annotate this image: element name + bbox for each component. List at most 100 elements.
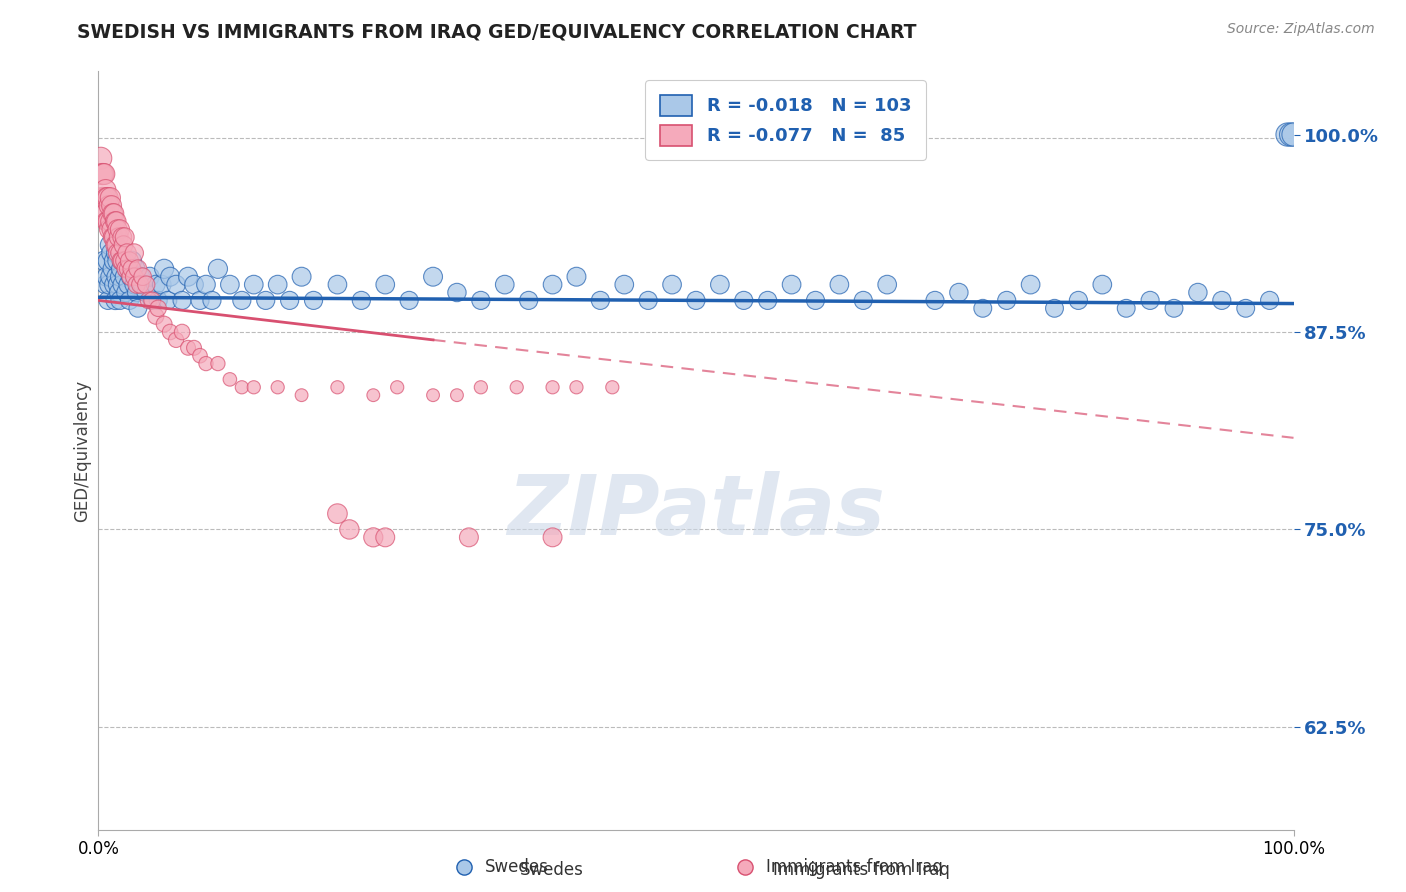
Point	[541, 277, 564, 292]
Legend: R = -0.018   N = 103, R = -0.077   N =  85: R = -0.018 N = 103, R = -0.077 N = 85	[645, 80, 925, 160]
Point	[94, 277, 117, 292]
Point	[94, 183, 117, 197]
Point	[97, 191, 120, 205]
Point	[100, 199, 122, 213]
Point	[96, 214, 118, 228]
Point	[948, 285, 970, 300]
Point	[124, 277, 146, 292]
Point	[91, 167, 114, 181]
Point	[120, 269, 142, 284]
Point	[1067, 293, 1090, 308]
Point	[93, 254, 115, 268]
Point	[302, 293, 325, 308]
Point	[177, 341, 200, 355]
Point	[470, 293, 492, 308]
Point	[97, 254, 120, 268]
Point	[291, 388, 314, 402]
Point	[1187, 285, 1209, 300]
Point	[165, 333, 187, 347]
Point	[145, 277, 167, 292]
Point	[363, 530, 385, 544]
Point	[172, 325, 194, 339]
Point	[125, 285, 148, 300]
Point	[1258, 293, 1281, 308]
Point	[613, 277, 636, 292]
Point	[103, 277, 125, 292]
Point	[1277, 128, 1299, 142]
Point	[115, 261, 138, 276]
Point	[804, 293, 827, 308]
Point	[101, 261, 124, 276]
Point	[97, 214, 120, 228]
Point	[153, 317, 176, 331]
Text: Immigrants from Iraq: Immigrants from Iraq	[766, 858, 943, 877]
Point	[110, 254, 132, 268]
Point	[207, 357, 229, 371]
Point	[1211, 293, 1233, 308]
Point	[107, 254, 129, 268]
Point	[105, 269, 128, 284]
Point	[117, 261, 139, 276]
Point	[326, 507, 349, 521]
Point	[506, 380, 529, 394]
Point	[101, 206, 124, 220]
Point	[188, 293, 211, 308]
Point	[125, 277, 148, 292]
Point	[96, 269, 118, 284]
Point	[172, 293, 194, 308]
Point	[108, 269, 131, 284]
Text: SWEDISH VS IMMIGRANTS FROM IRAQ GED/EQUIVALENCY CORRELATION CHART: SWEDISH VS IMMIGRANTS FROM IRAQ GED/EQUI…	[77, 22, 917, 41]
Point	[111, 254, 134, 268]
Point	[104, 238, 127, 252]
Point	[114, 230, 136, 244]
Point	[121, 254, 143, 268]
Point	[195, 357, 218, 371]
Point	[117, 277, 139, 292]
Point	[98, 199, 121, 213]
Point	[98, 238, 122, 252]
Point	[159, 325, 181, 339]
Point	[422, 388, 444, 402]
Point	[602, 380, 624, 394]
Point	[103, 230, 125, 244]
Point	[1091, 277, 1114, 292]
Point	[94, 206, 117, 220]
Point	[733, 293, 755, 308]
Point	[97, 293, 120, 308]
Point	[350, 293, 373, 308]
Point	[398, 293, 420, 308]
Point	[458, 530, 481, 544]
Point	[153, 261, 176, 276]
Point	[972, 301, 994, 316]
Point	[107, 230, 129, 244]
Point	[131, 277, 153, 292]
Point	[278, 293, 301, 308]
Point	[541, 530, 564, 544]
Point	[374, 530, 396, 544]
Point	[129, 269, 152, 284]
Point	[183, 341, 205, 355]
Point	[105, 246, 128, 260]
Point	[156, 293, 179, 308]
Point	[243, 380, 266, 394]
Point	[876, 277, 898, 292]
Text: Swedes: Swedes	[485, 858, 548, 877]
Point	[118, 293, 141, 308]
Point	[339, 523, 361, 537]
Point	[291, 269, 314, 284]
Point	[828, 277, 851, 292]
Point	[129, 277, 152, 292]
Point	[98, 277, 121, 292]
Point	[1282, 128, 1305, 142]
Point	[254, 293, 277, 308]
Point	[1163, 301, 1185, 316]
Point	[120, 269, 142, 284]
Point	[91, 206, 114, 220]
Point	[112, 238, 135, 252]
Point	[127, 261, 149, 276]
Point	[124, 261, 146, 276]
Point	[103, 206, 125, 220]
Point	[139, 269, 162, 284]
Point	[138, 293, 160, 308]
Point	[1019, 277, 1042, 292]
